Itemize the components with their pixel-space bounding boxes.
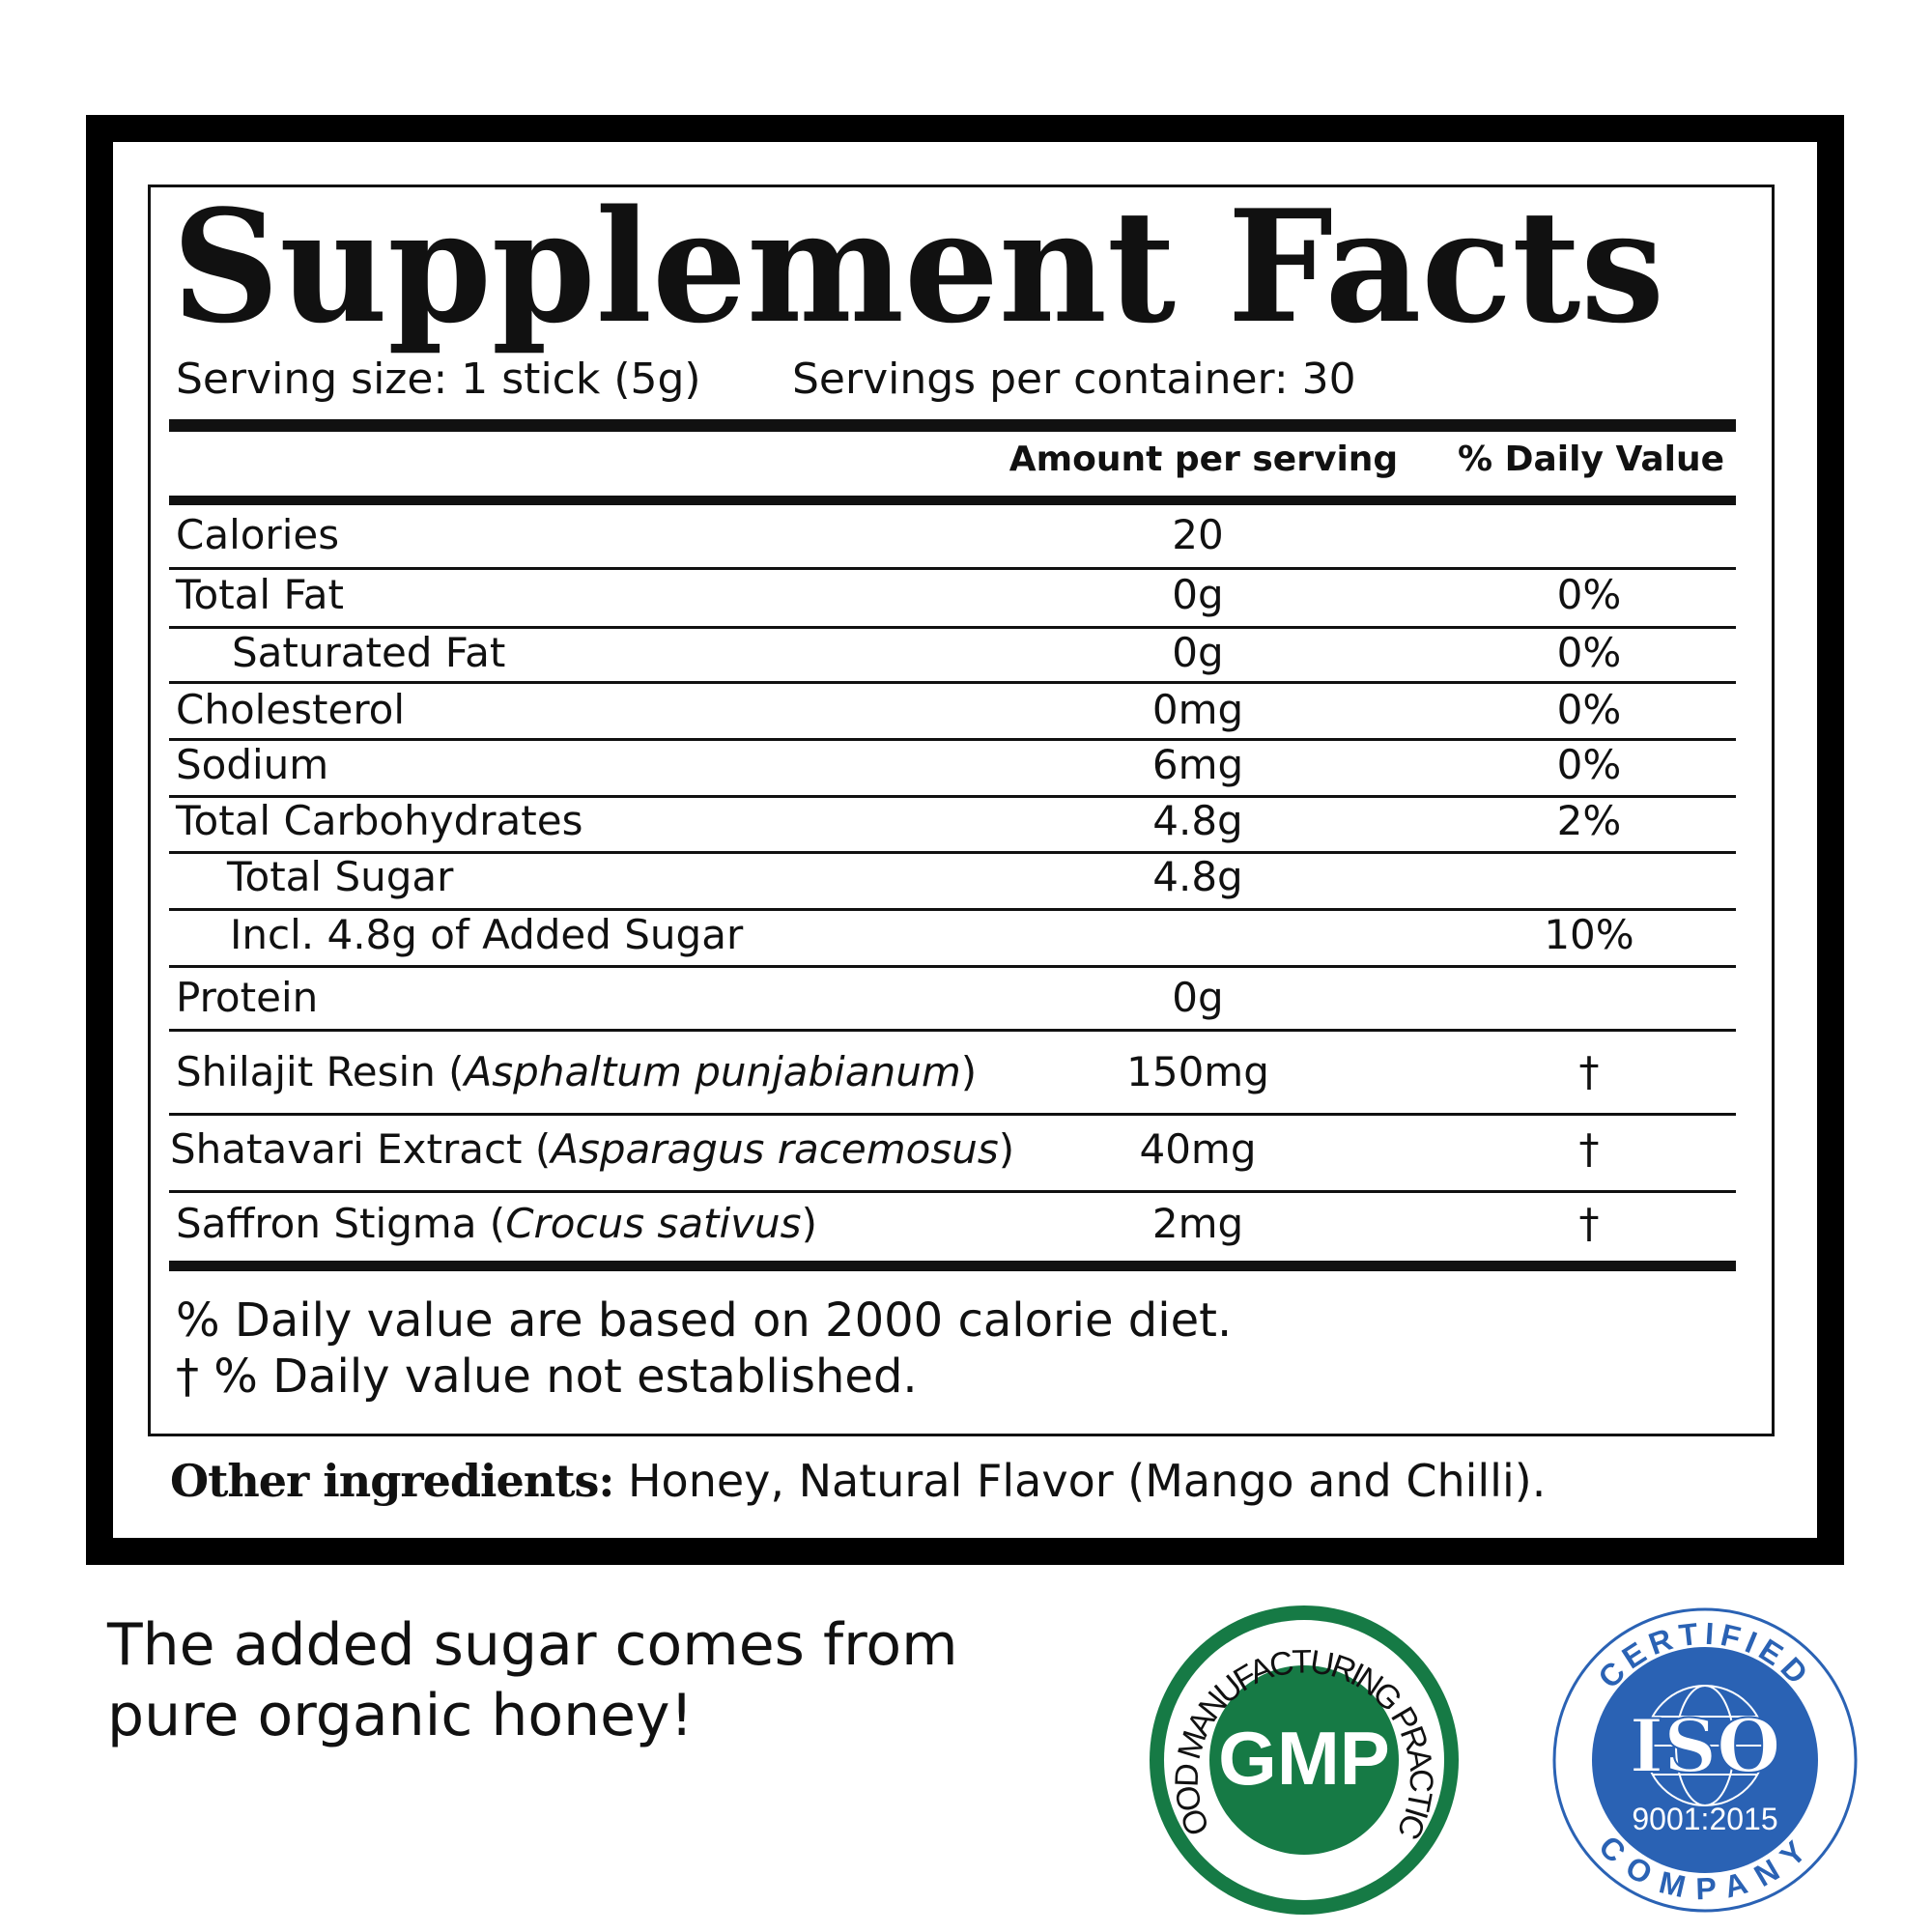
nutrient-amount: 0g: [1172, 629, 1224, 676]
nutrient-label: Shatavari Extract (Asparagus racemosus): [170, 1125, 1015, 1173]
nutrient-daily-value: †: [1578, 1048, 1600, 1095]
nutrient-amount: 4.8g: [1152, 853, 1243, 900]
row-divider: [169, 795, 1736, 798]
nutrient-label: Total Sugar: [227, 853, 454, 900]
nutrient-daily-value: †: [1578, 1125, 1600, 1173]
nutrient-amount: 0g: [1172, 571, 1224, 618]
nutrient-amount: 6mg: [1151, 741, 1244, 788]
globe-icon: [1644, 1685, 1766, 1806]
divider-thick: [169, 496, 1736, 505]
nutrient-amount: 0mg: [1151, 686, 1244, 733]
nutrient-label: Calories: [176, 511, 340, 558]
iso-text: ISO: [1630, 1703, 1781, 1789]
row-divider: [169, 1113, 1736, 1116]
servings-per-container: Servings per container: 30: [792, 355, 1356, 404]
nutrient-amount: 40mg: [1139, 1125, 1257, 1173]
title: Supplement Facts: [172, 193, 1664, 357]
row-divider: [169, 738, 1736, 741]
nutrient-daily-value: 0%: [1556, 571, 1622, 618]
nutrient-label: Saffron Stigma (Crocus sativus): [176, 1200, 817, 1247]
nutrient-label: Saturated Fat: [232, 629, 506, 676]
title-text: Supplement Facts: [172, 193, 1664, 357]
nutrient-daily-value: 0%: [1556, 741, 1622, 788]
nutrient-label: Cholesterol: [176, 686, 406, 733]
facts-panel: [148, 185, 1775, 1436]
other-ingredients-label: Other ingredients:: [170, 1455, 614, 1507]
gmp-badge: GOOD MANUFACTURING PRACTICE GMP: [1145, 1601, 1459, 1915]
row-divider: [169, 965, 1736, 968]
footnote: † % Daily value not established.: [176, 1350, 918, 1404]
row-divider: [169, 1190, 1736, 1193]
iso-badge: ISO 9001:2015 CERTIFIED COMPANY: [1552, 1607, 1858, 1913]
row-divider: [169, 1029, 1736, 1032]
nutrient-label: Total Carbohydrates: [176, 797, 583, 844]
iso-standard: 9001:2015: [1632, 1802, 1777, 1836]
nutrient-amount: 0g: [1172, 974, 1224, 1021]
header-amount: Amount per serving: [1009, 440, 1399, 479]
nutrient-label: Total Fat: [176, 571, 344, 618]
nutrient-label: Shilajit Resin (Asphaltum punjabianum): [176, 1048, 978, 1095]
row-divider: [169, 681, 1736, 684]
label-frame: [86, 115, 1844, 1565]
gmp-text: GMP: [1218, 1716, 1390, 1801]
other-ingredients: Other ingredients: Honey, Natural Flavor…: [170, 1459, 1546, 1503]
nutrient-label: Incl. 4.8g of Added Sugar: [230, 911, 744, 958]
serving-size: Serving size: 1 stick (5g): [176, 355, 701, 404]
nutrient-amount: 4.8g: [1152, 797, 1243, 844]
other-ingredients-text: Honey, Natural Flavor (Mango and Chilli)…: [613, 1455, 1547, 1507]
nutrient-daily-value: †: [1578, 1200, 1600, 1247]
header-daily-value: % Daily Value: [1457, 440, 1725, 479]
nutrient-amount: 150mg: [1126, 1048, 1269, 1095]
tagline: pure organic honey!: [107, 1682, 694, 1749]
nutrient-daily-value: 10%: [1544, 911, 1634, 958]
footnote: % Daily value are based on 2000 calorie …: [176, 1293, 1233, 1348]
tagline: The added sugar comes from: [107, 1611, 958, 1679]
nutrient-amount: 2mg: [1151, 1200, 1244, 1247]
nutrient-label: Sodium: [176, 741, 329, 788]
nutrient-daily-value: 2%: [1556, 797, 1622, 844]
nutrient-amount: 20: [1172, 511, 1224, 558]
nutrient-label: Protein: [176, 974, 319, 1021]
row-divider: [169, 908, 1736, 911]
row-divider: [169, 567, 1736, 570]
divider-thick: [169, 419, 1736, 432]
nutrient-daily-value: 0%: [1556, 686, 1622, 733]
row-divider: [169, 851, 1736, 854]
nutrient-daily-value: 0%: [1556, 629, 1622, 676]
divider-thick: [169, 1261, 1736, 1271]
row-divider: [169, 626, 1736, 629]
